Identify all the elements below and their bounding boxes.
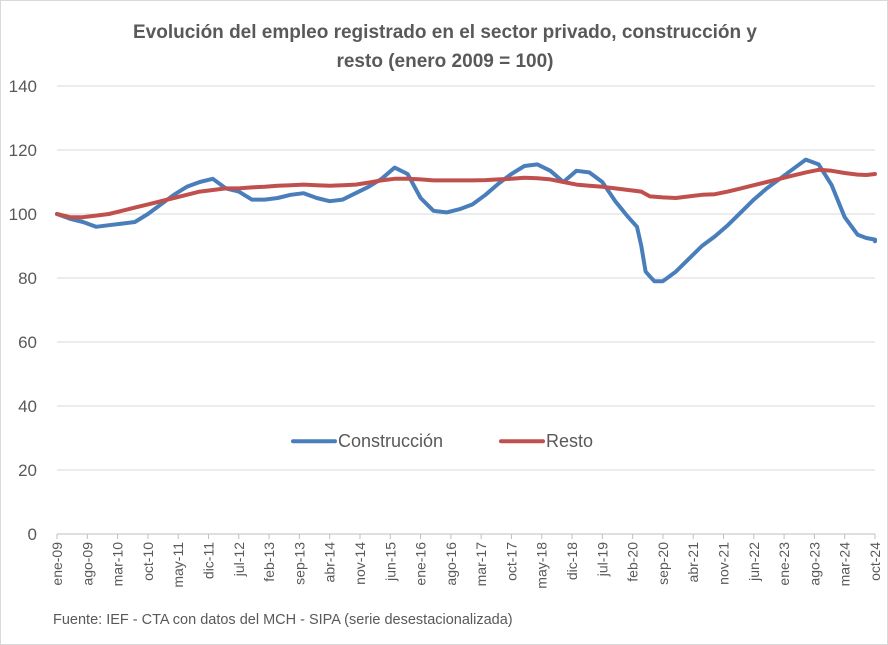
x-tick-label-jul-19: jul-19 (594, 542, 610, 577)
x-tick-label-feb-20: feb-20 (625, 542, 641, 582)
chart-title-line-1: Evolución del empleo registrado en el se… (133, 22, 757, 43)
x-tick-label-dic-18: dic-18 (564, 542, 580, 580)
x-tick-label-oct-24: oct-24 (867, 542, 883, 581)
y-tick-label-60: 60 (18, 333, 37, 352)
legend: Construcción Resto (291, 431, 593, 451)
x-tick-label-nov-14: nov-14 (352, 542, 368, 585)
x-tick-label-abr-14: abr-14 (322, 542, 338, 583)
y-tick-label-0: 0 (28, 525, 37, 544)
source-note: Fuente: IEF - CTA con datos del MCH - SI… (53, 612, 513, 628)
x-axis-tick-labels: ene-09 ago-09 mar-10 oct-10 may-11 dic-11 jul-… (49, 542, 883, 589)
x-tick-label-oct-17: oct-17 (503, 542, 519, 581)
y-tick-label-140: 140 (9, 77, 37, 96)
x-tick-label-mar-24: mar-24 (837, 542, 853, 587)
y-axis-tick-labels: 0 20 40 60 80 100 120 140 (9, 77, 37, 544)
x-tick-label-ago-23: ago-23 (806, 542, 822, 586)
series-lines (55, 157, 877, 284)
gridlines (57, 85, 875, 471)
x-tick-label-may-18: may-18 (534, 542, 550, 589)
series-line-construccion (55, 157, 877, 284)
chart-title-line-2: resto (enero 2009 = 100) (336, 51, 554, 72)
y-tick-label-80: 80 (18, 269, 37, 288)
x-tick-label-oct-10: oct-10 (140, 542, 156, 581)
x-tick-label-ago-09: ago-09 (79, 542, 95, 586)
y-tick-label-40: 40 (18, 397, 37, 416)
x-tick-label-ene-09: ene-09 (49, 542, 65, 586)
x-tick-label-ene-23: ene-23 (776, 542, 792, 586)
y-tick-label-120: 120 (9, 141, 37, 160)
x-tick-label-may-11: may-11 (170, 542, 186, 588)
chart-title: Evolución del empleo registrado en el se… (1, 18, 888, 76)
legend-label-construccion: Construcción (338, 431, 443, 451)
x-tick-label-mar-17: mar-17 (473, 542, 489, 587)
x-tick-label-nov-21: nov-21 (716, 542, 732, 585)
x-tick-label-jun-22: jun-22 (746, 542, 762, 582)
x-tick-label-feb-13: feb-13 (261, 542, 277, 582)
y-tick-label-100: 100 (9, 205, 37, 224)
x-tick-label-sep-13: sep-13 (291, 542, 307, 585)
x-tick-label-mar-10: mar-10 (110, 542, 126, 587)
x-tick-label-ago-16: ago-16 (443, 542, 459, 586)
x-tick-label-sep-20: sep-20 (655, 542, 671, 585)
x-tick-label-abr-21: abr-21 (685, 542, 701, 583)
y-tick-label-20: 20 (18, 461, 37, 480)
series-line-resto (55, 167, 877, 220)
legend-label-resto: Resto (546, 431, 593, 451)
x-tick-label-dic-11: dic-11 (200, 542, 216, 579)
x-tick-label-jul-12: jul-12 (231, 542, 247, 577)
x-tick-label-ene-16: ene-16 (413, 542, 429, 586)
axes (56, 533, 876, 539)
x-tick-label-jun-15: jun-15 (382, 542, 398, 582)
